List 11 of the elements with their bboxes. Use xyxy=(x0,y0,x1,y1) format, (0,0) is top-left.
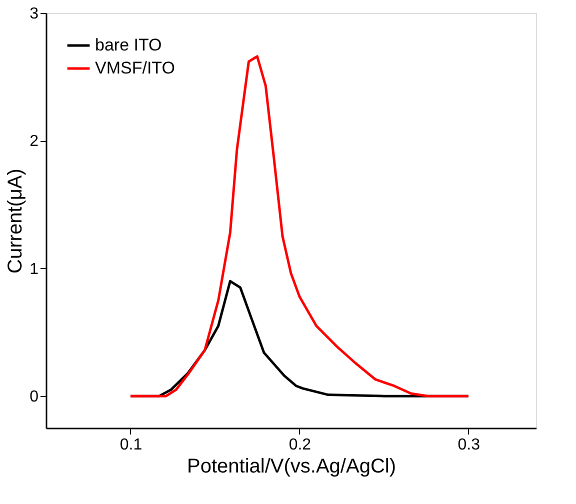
y-tick-label: 2 xyxy=(30,133,39,150)
x-axis-title: Potential/V(vs.Ag/AgCl) xyxy=(187,456,396,478)
legend-label: bare ITO xyxy=(95,36,162,54)
y-axis-title: Current(μA) xyxy=(4,168,27,274)
x-tick-label: 0.3 xyxy=(458,436,480,454)
x-tick-label: 0.2 xyxy=(288,436,312,454)
legend-label: VMSF/ITO xyxy=(95,58,175,78)
y-tick-label: 3 xyxy=(30,6,39,22)
y-tick-label: 0 xyxy=(30,388,39,406)
x-tick-label: 0.1 xyxy=(120,436,142,454)
y-tick-label: 1 xyxy=(30,260,39,278)
